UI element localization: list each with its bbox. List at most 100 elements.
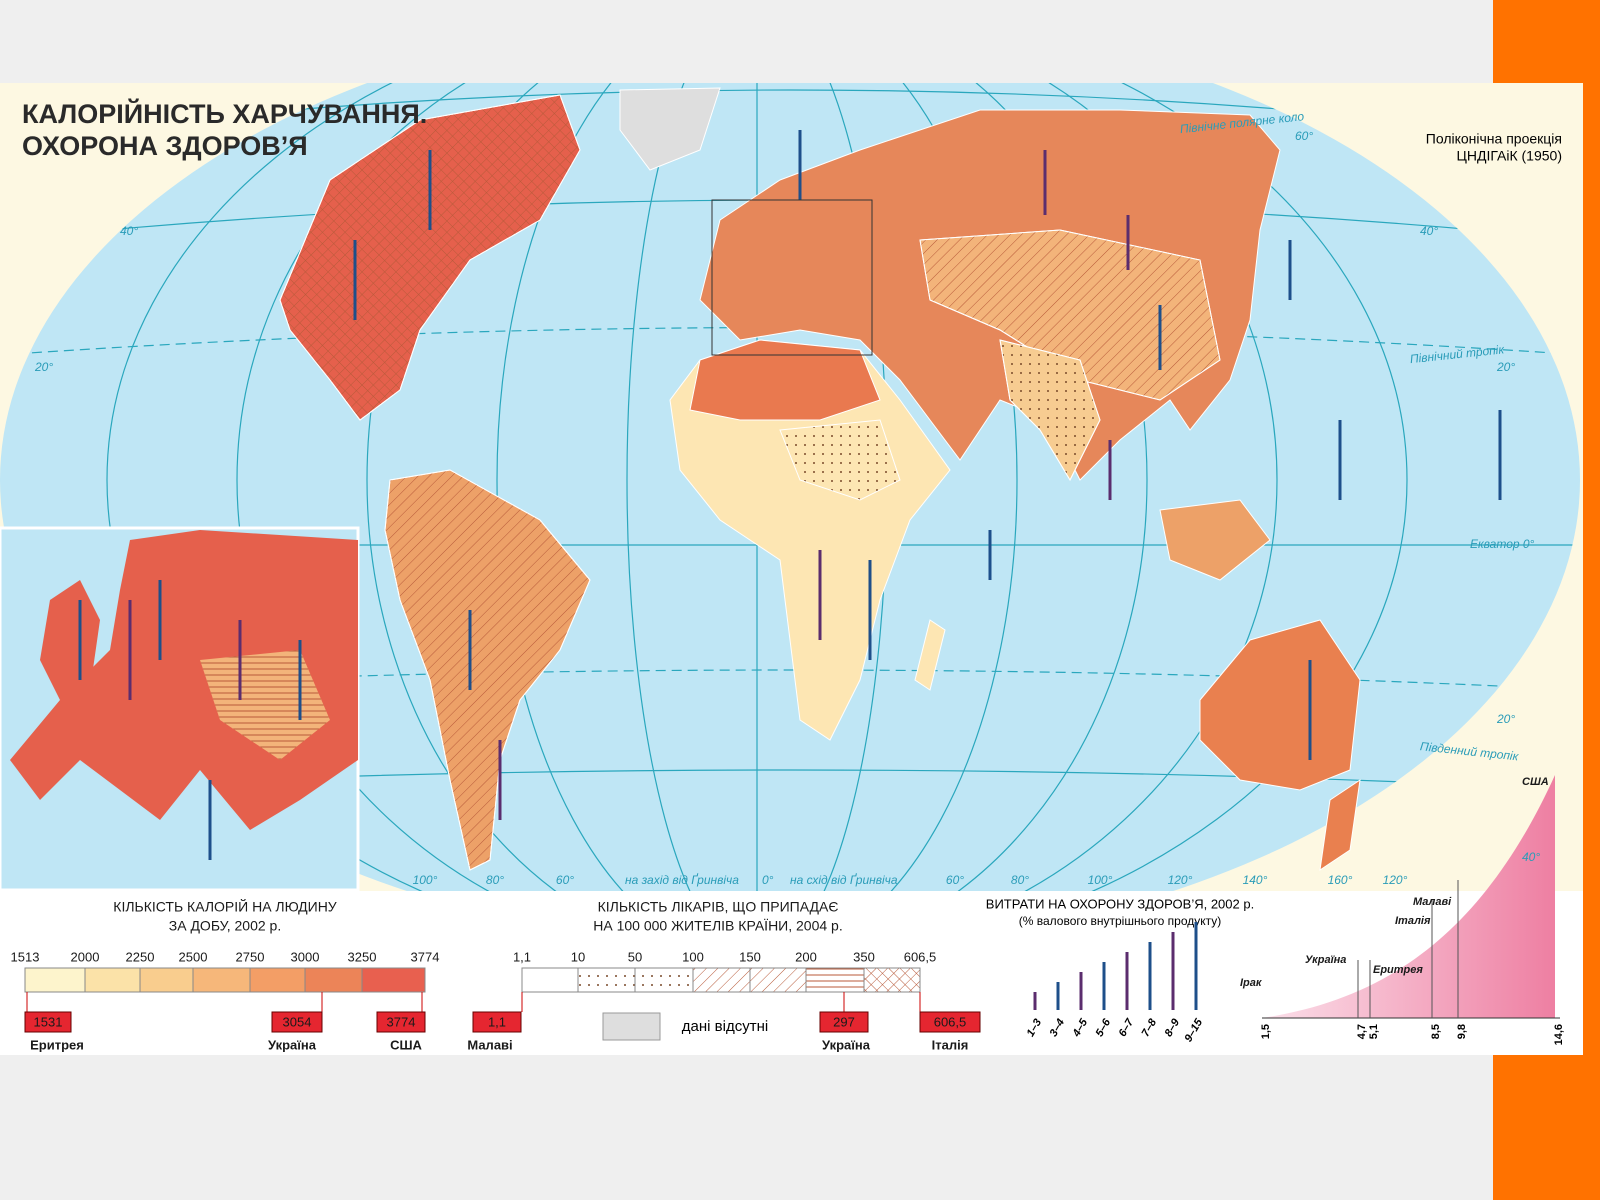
no-data-label: дані відсутні [682, 1018, 768, 1035]
curve-country: Італія [1395, 915, 1431, 927]
calorie-swatch [249, 967, 306, 993]
scale-label: 3250 [348, 949, 377, 964]
calorie-swatch [192, 967, 251, 993]
indonesia [1159, 499, 1271, 581]
lon-label: 100° [1088, 873, 1113, 887]
callout-value: 606,5 [934, 1014, 967, 1029]
south-asia-pattern [999, 339, 1101, 482]
scale-label: 10 [571, 949, 585, 964]
legend-title: (% валового внутрішнього продукту) [1019, 914, 1222, 928]
scale-label: 1,1 [513, 949, 531, 964]
projection: ЦНДІГАіК (1950) [1457, 148, 1562, 164]
doctor-swatch [749, 967, 807, 993]
map [0, 83, 1583, 891]
lat-label: 20° [34, 360, 53, 374]
africa-pattern [779, 419, 901, 501]
doctor-swatch [692, 967, 751, 993]
lat-label: 20° [1496, 360, 1515, 374]
lon-label: 120° [1383, 873, 1408, 887]
australia [1199, 619, 1361, 791]
new-zealand [1319, 778, 1361, 872]
curve-tick: 9,8 [1456, 1024, 1468, 1039]
parallel-label: Екватор 0° [1470, 537, 1535, 551]
calorie-swatch [361, 967, 426, 993]
lon-label: 60° [946, 873, 964, 887]
callout-box [819, 1011, 869, 1033]
curve-tick: 5,1 [1368, 1024, 1380, 1039]
expenditure-curve [1262, 775, 1555, 1018]
title-line: ОХОРОНА ЗДОРОВ’Я [22, 131, 308, 161]
curve-country: Еритрея [1373, 964, 1423, 976]
lon-label: 160° [1328, 873, 1353, 887]
lon-label: 120° [1168, 873, 1193, 887]
scale-label: 200 [795, 949, 817, 964]
land [279, 87, 1361, 872]
projection: Поліконічна проекція [1426, 131, 1562, 147]
lon-label: 80° [1011, 873, 1029, 887]
doctor-swatch [634, 967, 694, 993]
madagascar [914, 619, 946, 691]
central-asia-pattern [919, 229, 1221, 401]
callout-box [472, 1011, 522, 1033]
callout-name: Італія [932, 1037, 969, 1052]
callout-box [376, 1011, 426, 1033]
calorie-swatch [139, 967, 194, 993]
scale-label: 2750 [236, 949, 265, 964]
callout-box [24, 1011, 72, 1033]
scale-label: 1513 [11, 949, 40, 964]
callout-value: 3774 [387, 1014, 416, 1029]
callout-value: 1,1 [488, 1014, 506, 1029]
lon-label: 100° [413, 873, 438, 887]
legend-title: НА 100 000 ЖИТЕЛІВ КРАЇНИ, 2004 р. [593, 918, 842, 934]
legend-title: ЗА ДОБУ, 2002 р. [169, 918, 281, 934]
callout-name: Україна [822, 1037, 871, 1052]
scale-label: 606,5 [904, 949, 937, 964]
callout-name: Еритрея [30, 1037, 84, 1052]
lat-label: 20° [1496, 712, 1515, 726]
meridian-label: на схід від Ґринвіча [790, 872, 898, 887]
lon-label: 140° [1243, 873, 1268, 887]
south-america-pattern [384, 469, 591, 871]
scale-label: 350 [853, 949, 875, 964]
scale-label: 2250 [126, 949, 155, 964]
curve-tick: 14,6 [1553, 1024, 1565, 1045]
inset [0, 526, 360, 891]
scale-label: 50 [628, 949, 642, 964]
meridian-label: 0° [762, 873, 774, 887]
lat-label: 60° [1295, 129, 1313, 143]
scale-label: 2500 [179, 949, 208, 964]
scale-label: 150 [739, 949, 761, 964]
lat-label: 40° [120, 224, 138, 238]
curve-tick: 1,5 [1260, 1024, 1272, 1039]
callout-name: Україна [268, 1037, 317, 1052]
expenditure-bars [353, 130, 1502, 820]
calorie-swatch [84, 967, 141, 993]
calorie-swatch [304, 967, 363, 993]
callout-name: Малаві [467, 1037, 512, 1052]
legend-title: КІЛЬКІСТЬ КАЛОРІЙ НА ЛЮДИНУ [113, 898, 337, 915]
callout-value: 297 [833, 1014, 855, 1029]
doctor-swatch [863, 967, 921, 993]
scale-label: 2000 [71, 949, 100, 964]
legend-title: ВИТРАТИ НА ОХОРОНУ ЗДОРОВ’Я, 2002 р. [986, 896, 1254, 911]
curve-country: Україна [1305, 954, 1346, 966]
scale-label: 3000 [291, 949, 320, 964]
title-line: КАЛОРІЙНІСТЬ ХАРЧУВАННЯ. [22, 98, 427, 129]
lat-label: 40° [1522, 850, 1540, 864]
greenland [619, 87, 721, 171]
scale-label: 3774 [411, 949, 440, 964]
curve-tick: 8,5 [1430, 1024, 1442, 1039]
scale-label: 100 [682, 949, 704, 964]
inset-frame [711, 199, 873, 356]
meridian-label: на захід від Ґринвіча [625, 872, 739, 887]
callout-value: 3054 [283, 1014, 312, 1029]
legend-title: КІЛЬКІСТЬ ЛІКАРІВ, ЩО ПРИПАДАЄ [598, 899, 839, 915]
calorie-swatch [24, 967, 86, 993]
callout-box [271, 1011, 323, 1033]
north-africa [689, 339, 881, 421]
lat-label: 40° [1420, 224, 1438, 238]
curve-country: Малаві [1413, 896, 1452, 908]
no-data-swatch [602, 1012, 661, 1041]
